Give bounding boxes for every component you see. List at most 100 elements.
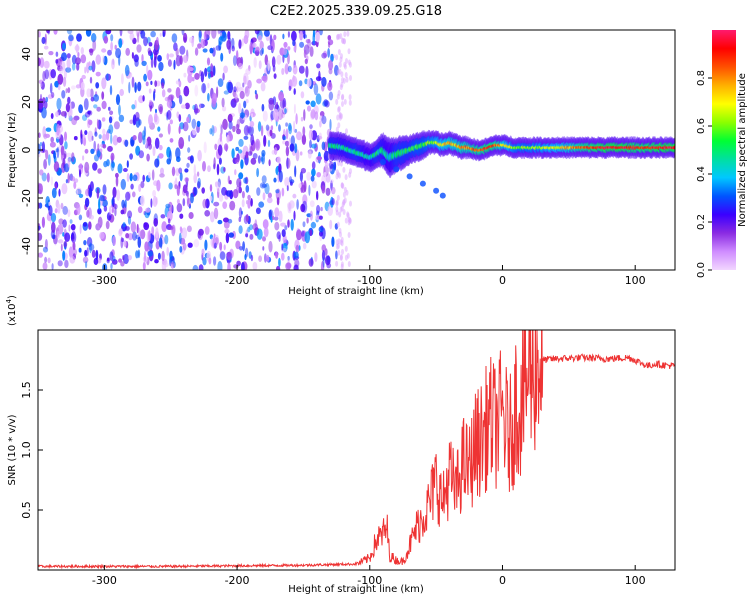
noise-speck (232, 125, 236, 133)
noise-speck (204, 226, 210, 235)
noise-speck (184, 102, 190, 110)
y-tick-label: 1.0 (20, 441, 33, 459)
noise-speck (290, 218, 294, 231)
noise-speck (272, 65, 276, 72)
noise-speck (79, 168, 81, 178)
noise-speck (55, 111, 59, 118)
noise-speck (147, 69, 153, 81)
noise-speck (42, 262, 48, 270)
noise-speck (150, 198, 153, 208)
noise-speck (278, 124, 281, 132)
noise-speck (182, 242, 187, 251)
noise-speck (175, 147, 181, 159)
noise-speck (97, 143, 100, 150)
noise-speck (226, 39, 232, 50)
noise-speck (288, 85, 292, 92)
noise-speck (73, 136, 78, 141)
noise-speck (115, 172, 119, 178)
colorbar-label: Normalized spectral amplitude (737, 73, 748, 227)
noise-speck (327, 81, 333, 91)
noise-speck (200, 71, 205, 83)
noise-speck (55, 148, 59, 153)
spectrogram-signal-band (328, 129, 675, 199)
noise-speck (179, 246, 183, 253)
noise-speck (55, 51, 59, 57)
noise-speck (121, 73, 124, 85)
noise-speck (117, 163, 123, 174)
noise-speck (193, 173, 197, 184)
noise-speck (108, 106, 111, 111)
noise-speck (50, 113, 54, 119)
noise-speck (126, 160, 129, 168)
noise-speck (296, 229, 302, 241)
noise-speck (144, 241, 149, 252)
noise-speck (69, 101, 72, 114)
noise-speck (153, 217, 158, 227)
noise-speck (255, 93, 259, 100)
noise-speck (90, 148, 95, 154)
noise-speck (276, 156, 281, 164)
noise-speck (71, 234, 75, 242)
noise-speck (62, 76, 67, 87)
noise-speck (43, 159, 47, 170)
noise-speck (107, 49, 112, 56)
noise-speck (286, 157, 289, 170)
tail-dot (433, 187, 440, 194)
noise-speck (285, 128, 289, 140)
noise-speck (95, 82, 100, 89)
noise-speck (116, 136, 122, 143)
noise-speck (328, 161, 334, 170)
noise-speck (75, 43, 79, 54)
noise-speck (67, 209, 71, 218)
noise-speck (219, 132, 223, 143)
noise-speck (293, 251, 299, 259)
noise-speck (102, 133, 107, 142)
x-tick-label: -100 (357, 274, 382, 287)
noise-speck (182, 198, 186, 207)
noise-speck (171, 33, 178, 43)
noise-speck (247, 199, 251, 209)
noise-speck (311, 168, 316, 177)
noise-speck (305, 65, 309, 78)
noise-speck (222, 118, 228, 130)
noise-speck (235, 158, 240, 164)
noise-speck (321, 250, 326, 261)
noise-speck (316, 135, 323, 140)
noise-speck (147, 250, 153, 257)
noise-speck (213, 256, 217, 266)
noise-speck (310, 175, 315, 182)
noise-speck (154, 80, 158, 87)
noise-speck (245, 151, 249, 159)
colorbar-ticks: 0.0 0.2 0.4 0.6 0.8 (696, 70, 712, 278)
noise-speck (276, 231, 281, 240)
noise-speck (348, 218, 352, 224)
noise-speck (243, 124, 250, 136)
noise-speck (162, 31, 165, 38)
noise-speck (67, 96, 71, 105)
noise-speck (286, 185, 289, 192)
noise-speck (175, 47, 179, 57)
noise-speck (109, 85, 113, 96)
noise-speck (238, 225, 243, 234)
noise-speck (73, 181, 77, 189)
noise-speck (252, 153, 258, 160)
noise-speck (339, 84, 343, 91)
noise-speck (291, 30, 297, 42)
noise-speck (324, 162, 329, 167)
noise-speck (196, 171, 200, 177)
noise-speck (112, 235, 116, 246)
noise-speck (191, 77, 195, 82)
noise-speck (125, 226, 130, 231)
noise-speck (328, 59, 334, 71)
noise-speck (91, 135, 94, 141)
noise-speck (50, 176, 54, 186)
noise-speck (210, 63, 213, 72)
noise-speck (142, 135, 146, 145)
noise-speck (129, 173, 133, 182)
noise-speck (292, 39, 296, 47)
noise-speck (137, 236, 142, 248)
tail-dot (380, 159, 386, 165)
noise-speck (84, 249, 88, 257)
noise-speck (69, 219, 73, 224)
noise-speck (238, 102, 242, 115)
